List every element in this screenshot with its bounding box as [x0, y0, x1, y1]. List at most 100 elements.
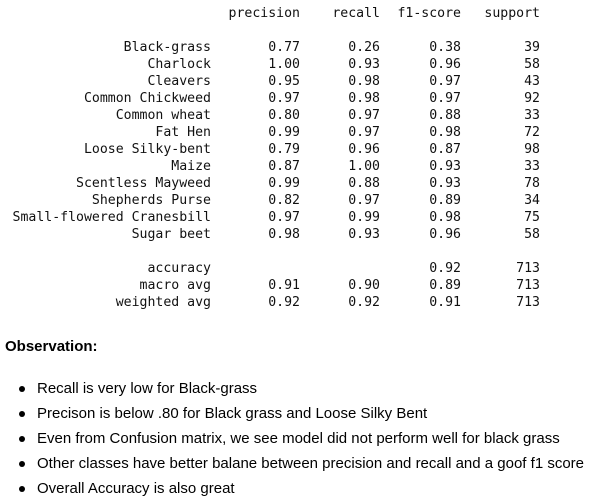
row-label: Small-flowered Cranesbill — [12, 210, 212, 225]
observation-item: Precison is below .80 for Black grass an… — [0, 401, 610, 426]
class-row: Loose Silky-bent 0.79 0.96 0.87 98 — [0, 141, 610, 158]
recall-value: 0.92 — [348, 295, 380, 310]
precision-value: 0.99 — [268, 125, 300, 140]
class-row: Black-grass 0.77 0.26 0.38 39 — [0, 39, 610, 56]
summary-row: weighted avg 0.92 0.92 0.91 713 — [0, 294, 610, 311]
class-row: Small-flowered Cranesbill 0.97 0.99 0.98 75 — [0, 209, 610, 226]
recall-value: 0.98 — [348, 91, 380, 106]
recall-value: 0.98 — [348, 74, 380, 89]
class-row: Shepherds Purse 0.82 0.97 0.89 34 — [0, 192, 610, 209]
precision-value: 0.95 — [268, 74, 300, 89]
class-row: Sugar beet 0.98 0.93 0.96 58 — [0, 226, 610, 243]
class-metrics-block: Black-grass 0.77 0.26 0.38 39 Charlock 1.00 0.9… — [0, 39, 610, 243]
recall-value: 0.99 — [348, 210, 380, 225]
support-value: 713 — [516, 261, 540, 276]
support-value: 33 — [524, 108, 540, 123]
recall-value: 0.90 — [348, 278, 380, 293]
bullet-icon — [19, 386, 25, 392]
recall-value: 0.97 — [348, 193, 380, 208]
observation-item-text: Overall Accuracy is also great — [37, 480, 235, 497]
row-label: Maize — [171, 159, 211, 174]
support-value: 72 — [524, 125, 540, 140]
bullet-icon — [19, 436, 25, 442]
column-header-recall: recall — [332, 6, 380, 21]
f1-score-value: 0.97 — [429, 74, 461, 89]
precision-value: 0.97 — [268, 210, 300, 225]
precision-value: 0.82 — [268, 193, 300, 208]
row-label: Cleavers — [147, 74, 211, 89]
precision-value: 0.91 — [268, 278, 300, 293]
bullet-icon — [19, 461, 25, 467]
recall-value: 0.97 — [348, 108, 380, 123]
support-value: 33 — [524, 159, 540, 174]
recall-value: 0.88 — [348, 176, 380, 191]
class-row: Common Chickweed 0.97 0.98 0.97 92 — [0, 90, 610, 107]
row-label: Black-grass — [123, 40, 211, 55]
class-row: Common wheat 0.80 0.97 0.88 33 — [0, 107, 610, 124]
precision-value: 0.77 — [268, 40, 300, 55]
support-value: 34 — [524, 193, 540, 208]
precision-value: 0.79 — [268, 142, 300, 157]
f1-score-value: 0.98 — [429, 125, 461, 140]
recall-value: 0.96 — [348, 142, 380, 157]
row-label: Charlock — [147, 57, 211, 72]
summary-metrics-block: accuracy 0.92 713 macro avg 0.91 0.90 0.89 713 w… — [0, 260, 610, 311]
precision-value: 0.87 — [268, 159, 300, 174]
row-label: Sugar beet — [131, 227, 211, 242]
precision-value: 1.00 — [268, 57, 300, 72]
bullet-icon — [19, 486, 25, 492]
row-label: Scentless Mayweed — [76, 176, 211, 191]
row-label: accuracy — [147, 261, 211, 276]
class-row: Charlock 1.00 0.93 0.96 58 — [0, 56, 610, 73]
support-value: 713 — [516, 295, 540, 310]
class-row: Fat Hen 0.99 0.97 0.98 72 — [0, 124, 610, 141]
f1-score-value: 0.89 — [429, 193, 461, 208]
support-value: 713 — [516, 278, 540, 293]
class-row: Cleavers 0.95 0.98 0.97 43 — [0, 73, 610, 90]
observation-item-text: Other classes have better balane between… — [37, 455, 585, 472]
support-value: 43 — [524, 74, 540, 89]
precision-value: 0.99 — [268, 176, 300, 191]
support-value: 58 — [524, 57, 540, 72]
observation-item: Other classes have better balane between… — [0, 451, 610, 476]
observation-list: Recall is very low for Black-grass Precis… — [0, 376, 610, 501]
observation-item-text: Precison is below .80 for Black grass an… — [37, 405, 428, 422]
recall-value: 0.97 — [348, 125, 380, 140]
class-row: Maize 0.87 1.00 0.93 33 — [0, 158, 610, 175]
f1-score-value: 0.88 — [429, 108, 461, 123]
f1-score-value: 0.96 — [429, 227, 461, 242]
f1-score-value: 0.91 — [429, 295, 461, 310]
support-value: 98 — [524, 142, 540, 157]
f1-score-value: 0.98 — [429, 210, 461, 225]
bullet-icon — [19, 411, 25, 417]
row-label: Common wheat — [115, 108, 211, 123]
observation-title: Observation: — [5, 338, 98, 355]
observation-item-text: Recall is very low for Black-grass — [37, 380, 258, 397]
column-header-support: support — [484, 6, 540, 21]
f1-score-value: 0.89 — [429, 278, 461, 293]
support-value: 58 — [524, 227, 540, 242]
summary-row: macro avg 0.91 0.90 0.89 713 — [0, 277, 610, 294]
precision-value: 0.98 — [268, 227, 300, 242]
f1-score-value: 0.93 — [429, 159, 461, 174]
f1-score-value: 0.87 — [429, 142, 461, 157]
row-label: Loose Silky-bent — [83, 142, 211, 157]
recall-value: 0.93 — [348, 57, 380, 72]
row-label: Common Chickweed — [83, 91, 211, 106]
row-label: weighted avg — [115, 295, 211, 310]
f1-score-value: 0.92 — [429, 261, 461, 276]
recall-value: 0.93 — [348, 227, 380, 242]
precision-value: 0.80 — [268, 108, 300, 123]
row-label: Shepherds Purse — [91, 193, 211, 208]
row-label: macro avg — [139, 278, 211, 293]
f1-score-value: 0.93 — [429, 176, 461, 191]
f1-score-value: 0.38 — [429, 40, 461, 55]
precision-value: 0.97 — [268, 91, 300, 106]
precision-value: 0.92 — [268, 295, 300, 310]
support-value: 78 — [524, 176, 540, 191]
column-header-precision: precision — [228, 6, 300, 21]
observation-item: Overall Accuracy is also great — [0, 476, 610, 501]
row-label: Fat Hen — [155, 125, 211, 140]
observation-item: Even from Confusion matrix, we see model… — [0, 426, 610, 451]
support-value: 75 — [524, 210, 540, 225]
